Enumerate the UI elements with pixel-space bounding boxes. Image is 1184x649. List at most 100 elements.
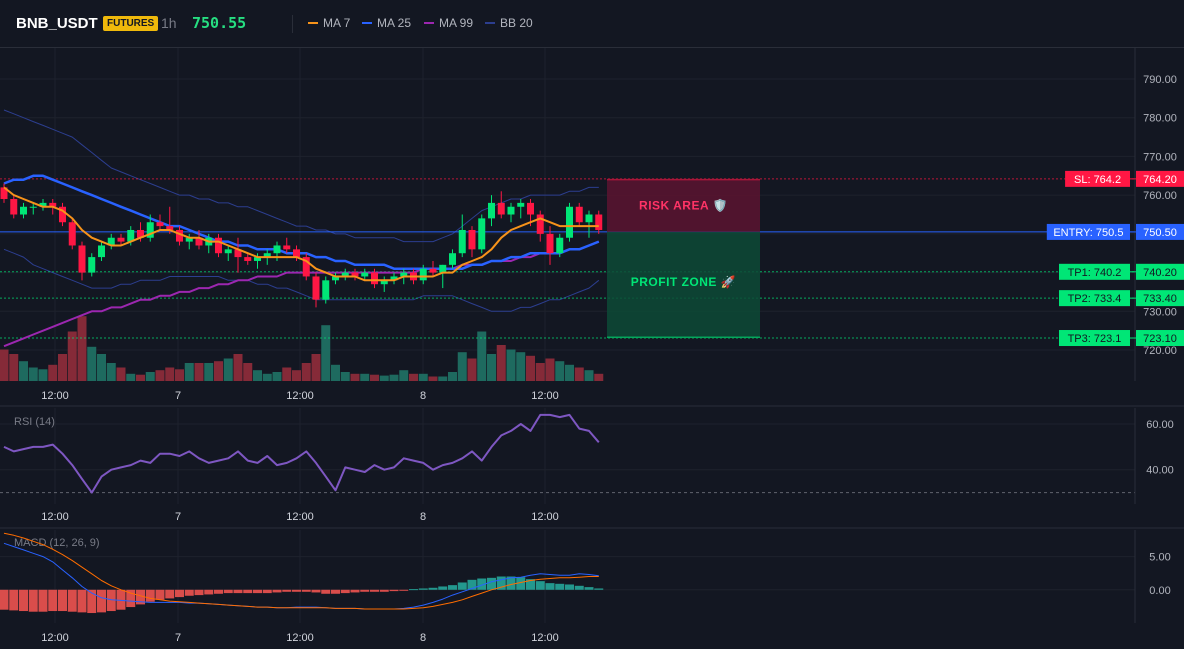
main-x-tick-label: 12:00	[286, 390, 314, 402]
rsi-y-tick-label: 60.00	[1146, 419, 1174, 431]
macd-hist-bar	[477, 578, 487, 590]
macd-hist-bar	[555, 583, 565, 590]
volume-bar	[87, 346, 97, 381]
macd-hist-bar	[253, 589, 262, 594]
volume-bar	[194, 363, 204, 381]
candle-body	[419, 268, 427, 281]
volume-bar	[67, 331, 77, 381]
rsi-line	[3, 413, 600, 494]
candle-body	[20, 206, 27, 215]
level-price-label: 733.40	[1143, 293, 1177, 305]
rsi-x-tick-label: 12:00	[531, 511, 559, 523]
macd-hist-bar	[48, 589, 58, 612]
volume-bar	[516, 352, 526, 381]
candle-body	[439, 264, 447, 273]
macd-signal-line	[3, 532, 599, 610]
macd-hist-bar	[282, 589, 292, 592]
candle-body	[88, 257, 96, 273]
level-tag-label: TP3: 723.1	[1068, 333, 1122, 345]
main-grid	[0, 48, 1135, 381]
macd-hist-bar	[243, 589, 253, 594]
macd-hist-bar	[145, 589, 155, 602]
volume-bar	[253, 370, 262, 381]
legend-ma99-label: MA 99	[439, 16, 474, 30]
rsi-x-tick-label: 8	[420, 511, 426, 523]
macd-x-tick-label: 8	[420, 632, 426, 644]
candle-body	[536, 214, 544, 234]
level-tag-entry	[1046, 223, 1130, 240]
macd-hist-bar	[565, 584, 574, 590]
timeframe-label[interactable]: 1h	[161, 15, 177, 31]
macd-hist-bar	[126, 589, 136, 608]
macd-hist-bar	[233, 589, 243, 594]
volume-bar	[545, 358, 555, 381]
main-y-tick-label: 790.00	[1143, 74, 1177, 86]
volume-bar	[321, 325, 331, 381]
volume-bar	[116, 367, 126, 381]
candle-body	[156, 222, 164, 227]
legend-ma25[interactable]: MA 25	[362, 16, 411, 30]
macd-hist-bar	[389, 589, 399, 592]
macd-hist-bar	[165, 589, 175, 599]
candle-body	[556, 237, 564, 254]
candle-body	[263, 253, 271, 258]
volume-bar	[467, 358, 477, 381]
volume-bar	[243, 363, 253, 381]
candle-body	[380, 280, 388, 285]
candle-body	[68, 222, 76, 246]
rsi-grid	[0, 408, 1135, 504]
macd-hist-bar	[506, 576, 516, 590]
symbol-label[interactable]: BNB_USDT	[16, 15, 98, 32]
bb-upper-line	[3, 109, 599, 243]
legend-ma7[interactable]: MA 7	[308, 16, 350, 30]
volume-bar	[204, 363, 214, 381]
volume-bar	[448, 372, 457, 381]
ma25-swatch-icon	[362, 21, 372, 24]
main-y-tick-label: 720.00	[1143, 345, 1177, 357]
chart-canvas[interactable]: RISK AREA 🛡️PROFIT ZONE 🚀790.00780.00770…	[0, 48, 1184, 649]
futures-badge: FUTURES	[103, 16, 159, 31]
candle-body	[10, 199, 18, 215]
candle-body	[449, 253, 456, 265]
volume-bar	[584, 370, 594, 381]
level-tag-label: TP2: 733.4	[1068, 293, 1122, 305]
level-tag-tp	[1059, 263, 1130, 280]
candle-body	[78, 245, 86, 273]
volume-bar	[58, 354, 67, 381]
volume-bar	[350, 373, 360, 381]
candle-body	[312, 276, 320, 300]
volume-bar	[48, 364, 58, 381]
macd-hist-bar	[97, 589, 106, 613]
candle-body	[302, 257, 310, 277]
candle-body	[497, 202, 505, 215]
level-price-tag	[1136, 170, 1184, 187]
volume-bar	[526, 355, 535, 381]
macd-hist-bar	[28, 589, 38, 612]
macd-hist-bar	[331, 589, 340, 594]
candle-body	[351, 272, 359, 277]
volume-bar	[370, 374, 379, 381]
level-price-tag	[1136, 290, 1184, 307]
candle-body	[254, 257, 261, 261]
volume-bar	[233, 354, 243, 381]
macd-hist-bar	[487, 577, 496, 590]
legend-bb20[interactable]: BB 20	[485, 16, 533, 30]
volume-bar	[457, 352, 467, 381]
candle-body	[98, 245, 105, 258]
rsi-x-tick-label: 12:00	[286, 511, 314, 523]
macd-hist-bar	[526, 579, 535, 590]
volume-bar	[292, 370, 301, 381]
candle-body	[176, 229, 183, 242]
volume-bar	[0, 349, 9, 381]
macd-hist-bar	[399, 589, 409, 591]
macd-hist-bar	[360, 589, 370, 592]
macd-hist-bar	[272, 589, 282, 593]
legend-ma99[interactable]: MA 99	[424, 16, 473, 30]
macd-x-tick-label: 12:00	[286, 632, 314, 644]
volume-bar	[301, 363, 311, 381]
level-price-tag	[1136, 263, 1184, 280]
macd-hist-bar	[87, 589, 97, 614]
candle-body	[390, 276, 398, 281]
volume-bar	[360, 373, 370, 381]
rsi-x-tick-label: 12:00	[41, 511, 69, 523]
